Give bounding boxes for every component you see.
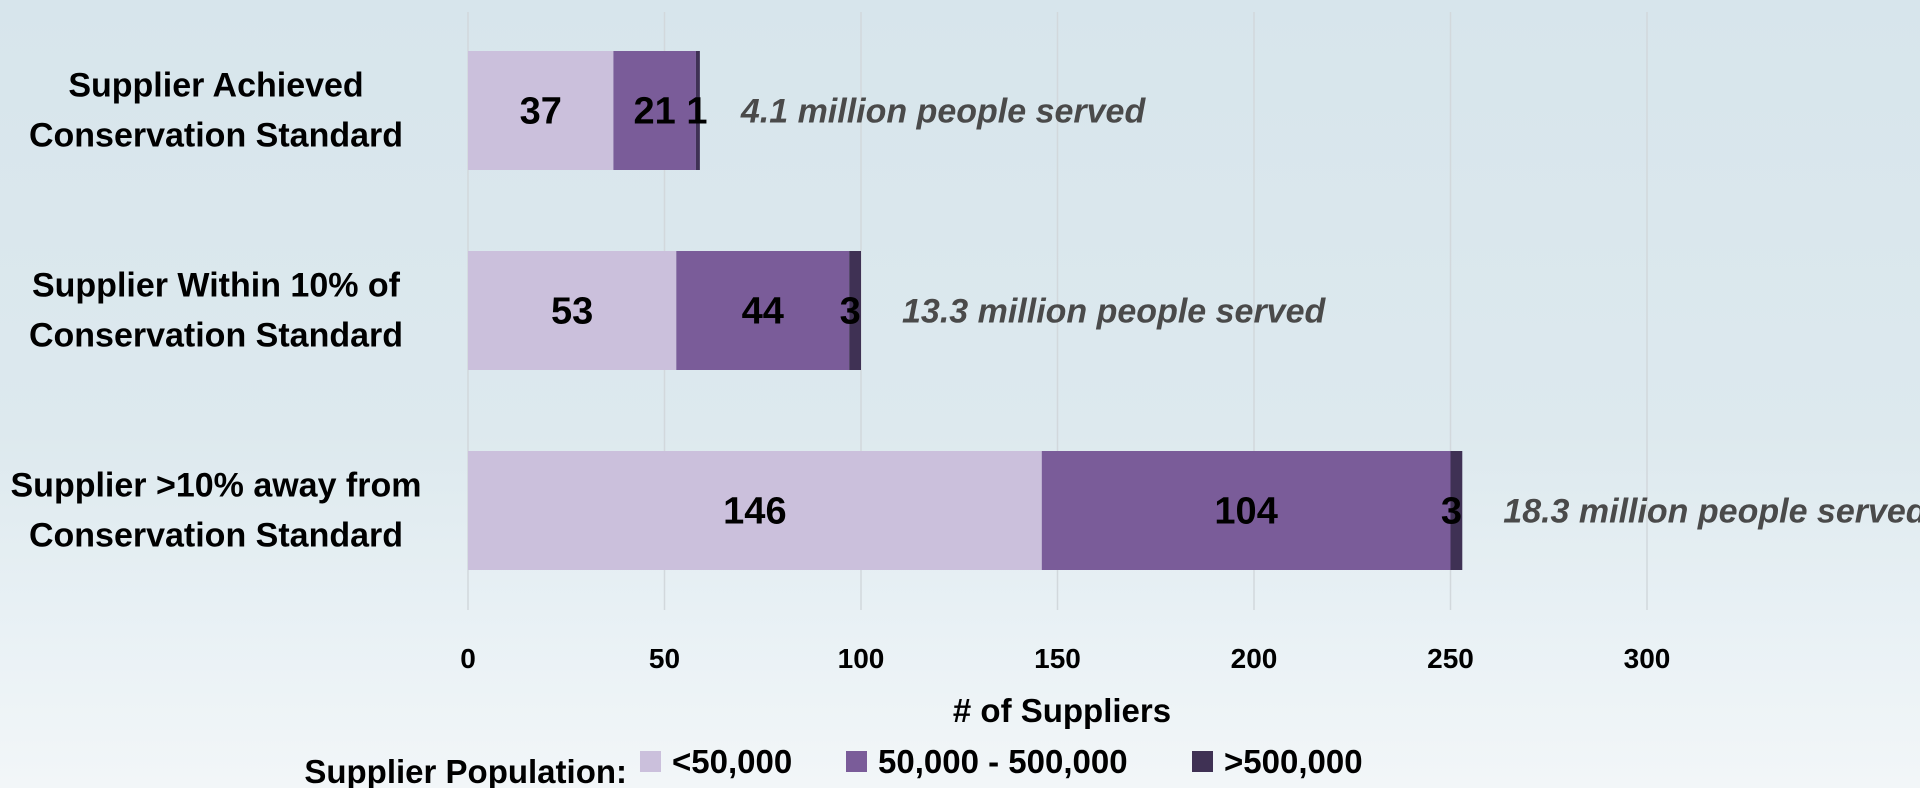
data-label: 53: [551, 291, 593, 333]
bar-segment: [1450, 451, 1463, 570]
people-served-annotation: 18.3 million people served: [1503, 493, 1920, 531]
data-label: 21: [634, 91, 676, 133]
legend-swatch: [640, 751, 661, 772]
category-label: Supplier >10% away from: [11, 467, 422, 505]
bar-segment: [1041, 451, 1451, 570]
legend-entry: <50,000: [672, 743, 792, 780]
bar-segment: [849, 251, 861, 370]
data-label: 44: [742, 291, 784, 333]
x-tick-label: 100: [838, 643, 885, 674]
x-tick-label: 250: [1427, 643, 1474, 674]
bar-segment: [468, 51, 614, 170]
legend-entry: >500,000: [1224, 743, 1363, 780]
category-labels: Supplier Achieved Conservation Standard Su…: [11, 67, 422, 555]
category-label: Conservation Standard: [29, 317, 403, 355]
data-label: 37: [520, 91, 562, 133]
data-label: 104: [1214, 491, 1277, 533]
data-labels: 37 21 1 4.1 million people served 53 44 3 13.3 …: [520, 91, 1920, 533]
bar-segment: [468, 451, 1042, 570]
bars: [468, 51, 1463, 570]
x-tick-label: 300: [1624, 643, 1671, 674]
x-tick-label: 200: [1231, 643, 1278, 674]
data-label: 1: [686, 91, 707, 133]
category-label: Conservation Standard: [29, 117, 403, 155]
x-axis-title: # of Suppliers: [953, 692, 1171, 729]
legend-swatch: [846, 751, 867, 772]
people-served-annotation: 13.3 million people served: [902, 293, 1327, 331]
bar-segment: [613, 51, 696, 170]
bar-segment: [676, 251, 850, 370]
x-tick-label: 150: [1034, 643, 1081, 674]
bar-segment: [468, 251, 677, 370]
people-served-annotation: 4.1 million people served: [740, 93, 1147, 131]
x-tick-label: 50: [649, 643, 680, 674]
legend: Supplier Population: <50,000 50,000 - 500…: [304, 743, 1362, 788]
x-tick-label: 0: [460, 643, 476, 674]
legend-entry: 50,000 - 500,000: [878, 743, 1128, 780]
data-label: 146: [723, 491, 786, 533]
category-label: Supplier Achieved: [68, 67, 363, 105]
x-axis-ticks: 0 50 100 150 200 250 300: [460, 643, 1670, 674]
legend-swatch: [1192, 751, 1213, 772]
category-label: Supplier Within 10% of: [32, 267, 401, 305]
data-label: 3: [840, 291, 861, 333]
bar-segment: [695, 51, 700, 170]
legend-title: Supplier Population:: [304, 753, 627, 788]
category-label: Conservation Standard: [29, 517, 403, 555]
data-label: 3: [1441, 491, 1462, 533]
